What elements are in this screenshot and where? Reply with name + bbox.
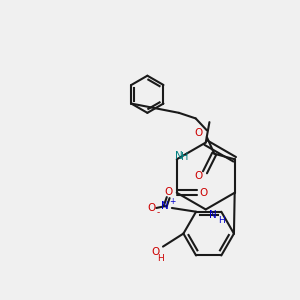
Text: N: N <box>175 151 182 160</box>
Text: O: O <box>200 188 208 198</box>
Text: N: N <box>161 201 169 211</box>
Text: H: H <box>218 216 225 225</box>
Text: O: O <box>194 171 202 181</box>
Text: N: N <box>209 210 217 220</box>
Text: -: - <box>156 208 159 217</box>
Text: O: O <box>164 188 172 197</box>
Text: H: H <box>181 152 189 162</box>
Text: H: H <box>157 254 164 263</box>
Text: +: + <box>169 197 175 206</box>
Text: O: O <box>194 128 203 137</box>
Text: O: O <box>147 203 156 213</box>
Text: O: O <box>152 247 160 257</box>
